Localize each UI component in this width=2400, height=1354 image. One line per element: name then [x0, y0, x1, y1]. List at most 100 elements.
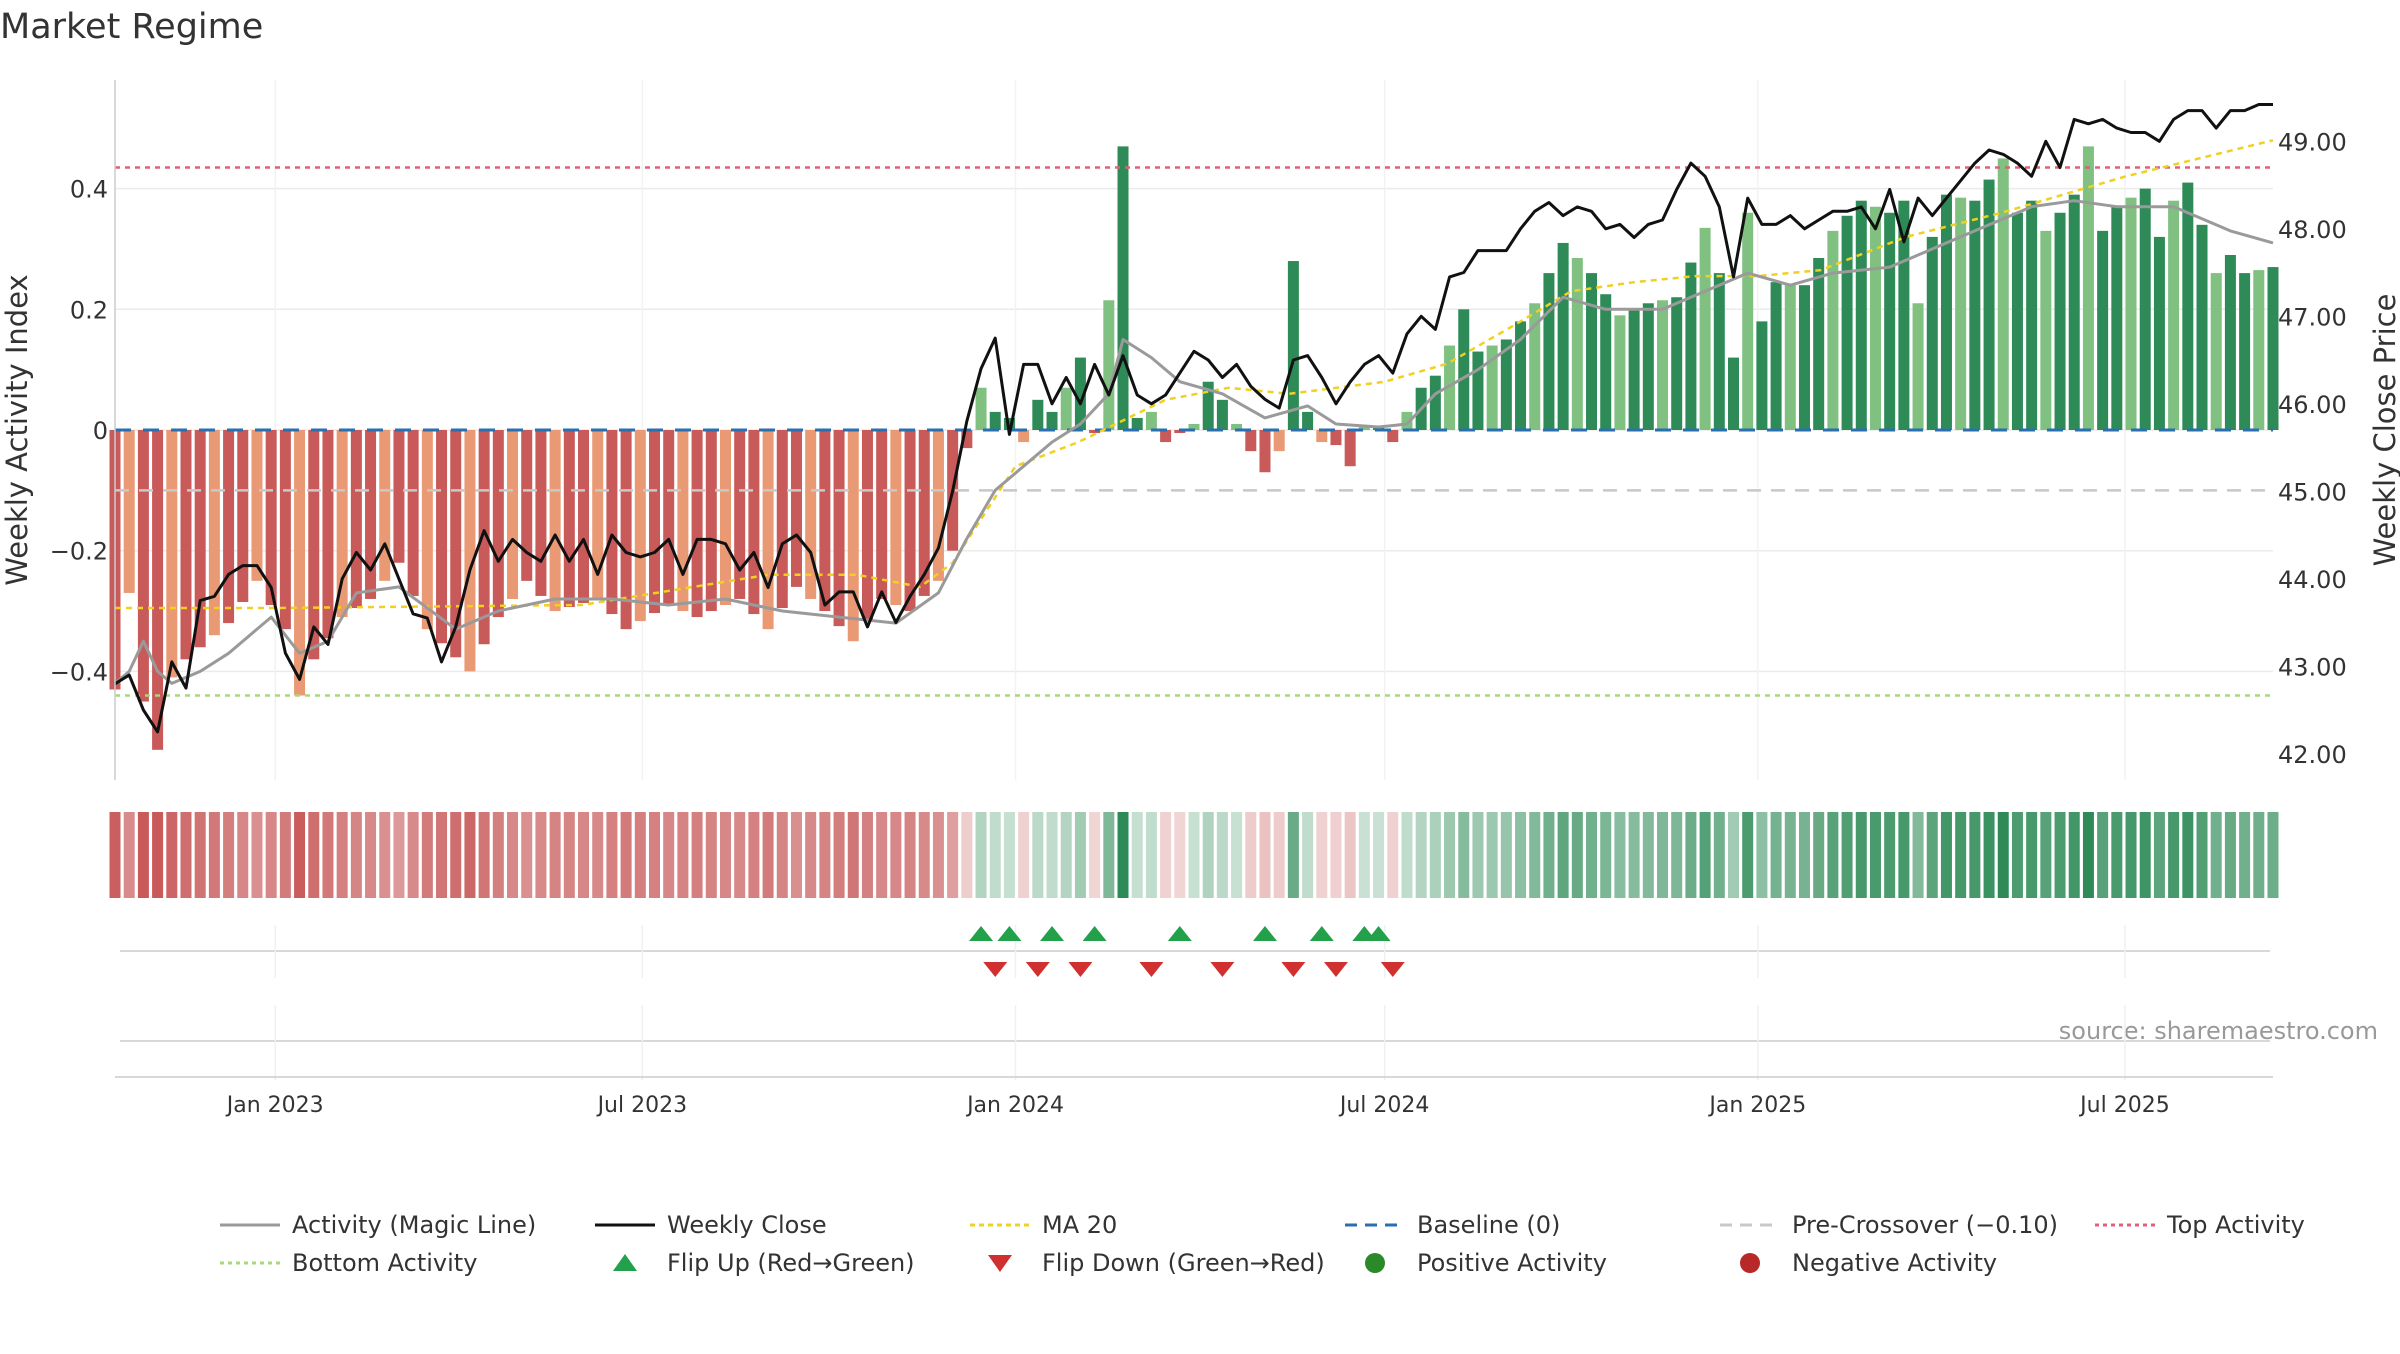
activity-bar: [1089, 430, 1101, 434]
activity-bar: [1444, 345, 1456, 430]
activity-bar: [2054, 212, 2066, 430]
regime-strip-cell: [1174, 812, 1186, 898]
regime-strip-cell: [1884, 812, 1896, 898]
regime-strip-cell: [1955, 812, 1967, 898]
activity-bar: [1940, 194, 1952, 430]
regime-strip-cell: [904, 812, 916, 898]
regime-strip-cell: [2040, 812, 2052, 898]
legend-item: Activity (Magic Line): [220, 1211, 536, 1239]
regime-strip-cell: [1231, 812, 1243, 898]
activity-bar: [1302, 411, 1314, 430]
activity-bar: [1231, 423, 1243, 430]
regime-strip-cell: [2210, 812, 2222, 898]
regime-strip-cell: [322, 812, 334, 898]
regime-strip-cell: [1586, 812, 1598, 898]
activity-bar: [1926, 236, 1938, 430]
y2-tick-label: 46.00: [2278, 391, 2347, 419]
regime-strip-cell: [606, 812, 618, 898]
activity-bar: [890, 430, 902, 605]
legend-item: Flip Down (Green→Red): [988, 1249, 1325, 1277]
activity-bar: [421, 430, 433, 630]
flip-down-marker: [1380, 962, 1405, 977]
regime-strip-cell: [478, 812, 490, 898]
activity-bar: [1202, 381, 1214, 430]
regime-strip-cell: [762, 812, 774, 898]
legend-label: Negative Activity: [1792, 1249, 1997, 1277]
regime-strip-cell: [1628, 812, 1640, 898]
regime-strip-cell: [734, 812, 746, 898]
activity-bar: [1685, 262, 1697, 430]
activity-bar: [790, 430, 802, 587]
legend-swatch: [988, 1255, 1012, 1272]
activity-bar: [1983, 179, 1995, 430]
activity-bar: [2182, 182, 2194, 430]
activity-bar: [464, 430, 476, 672]
regime-strip-cell: [549, 812, 561, 898]
activity-bar: [578, 430, 590, 603]
activity-bar: [1557, 242, 1569, 430]
regime-strip-cell: [790, 812, 802, 898]
legend-item: Top Activity: [2095, 1211, 2305, 1239]
activity-bar: [1515, 321, 1527, 430]
regime-strip-cell: [2168, 812, 2180, 898]
regime-strip-cell: [861, 812, 873, 898]
regime-strip-cell: [620, 812, 632, 898]
regime-strip-cell: [407, 812, 419, 898]
regime-strip-cell: [2139, 812, 2151, 898]
activity-bar: [663, 430, 675, 605]
regime-strip-cell: [2153, 812, 2165, 898]
activity-bar: [1117, 146, 1129, 430]
activity-bar: [194, 430, 206, 648]
activity-bar: [989, 411, 1001, 430]
legend-label: Bottom Activity: [292, 1249, 477, 1277]
activity-bar: [1330, 430, 1342, 446]
y2-axis-label: Weekly Close Price: [2368, 294, 2400, 567]
x-tick-label: Jul 2024: [1338, 1093, 1430, 1118]
activity-bar: [620, 430, 632, 630]
regime-strip-cell: [663, 812, 675, 898]
activity-bar: [1145, 411, 1157, 430]
regime-strip-cell: [2224, 812, 2236, 898]
activity-bar: [2068, 194, 2080, 430]
regime-strip-cell: [421, 812, 433, 898]
activity-bar: [2040, 230, 2052, 430]
regime-strip-cell: [1699, 812, 1711, 898]
regime-strip-cell: [1145, 812, 1157, 898]
regime-strip-cell: [1642, 812, 1654, 898]
activity-bar: [1969, 200, 1981, 430]
flip-down-marker: [1068, 962, 1093, 977]
regime-strip-cell: [2196, 812, 2208, 898]
regime-strip-cell: [918, 812, 930, 898]
activity-bar: [549, 430, 561, 612]
activity-bar: [2210, 273, 2222, 430]
activity-bar: [961, 430, 973, 449]
activity-bar: [450, 430, 462, 658]
activity-bar: [748, 430, 760, 615]
regime-strip-cell: [535, 812, 547, 898]
regime-strip-cell: [1160, 812, 1172, 898]
activity-bar: [904, 430, 916, 612]
regime-strip-cell: [1600, 812, 1612, 898]
axes: −0.4 −0.2 0 0.2 0.4 42.00 43.00 44.00 45.00 46.00…: [50, 80, 2347, 780]
activity-bar: [1003, 417, 1015, 430]
activity-bar: [393, 430, 405, 563]
x-tick-label: Jan 2024: [965, 1093, 1064, 1118]
flip-up-marker: [1252, 926, 1277, 941]
regime-strip-cell: [507, 812, 519, 898]
legend: Activity (Magic Line) Weekly Close MA 20 Ba…: [220, 1211, 2305, 1277]
regime-strip-cell: [1018, 812, 1030, 898]
regime-strip-cell: [464, 812, 476, 898]
regime-strip-cell: [308, 812, 320, 898]
regime-strip-cell: [1671, 812, 1683, 898]
activity-bar: [166, 430, 178, 678]
regime-strip-cell: [1273, 812, 1285, 898]
legend-item: Negative Activity: [1740, 1249, 1997, 1277]
regime-strip-cell: [109, 812, 121, 898]
activity-bar: [1912, 303, 1924, 430]
regime-strip-cell: [890, 812, 902, 898]
flip-up-marker: [1167, 926, 1192, 941]
activity-bar: [1657, 300, 1669, 430]
activity-bar: [1387, 430, 1399, 443]
regime-strip-cell: [961, 812, 973, 898]
activity-bar: [1529, 303, 1541, 430]
